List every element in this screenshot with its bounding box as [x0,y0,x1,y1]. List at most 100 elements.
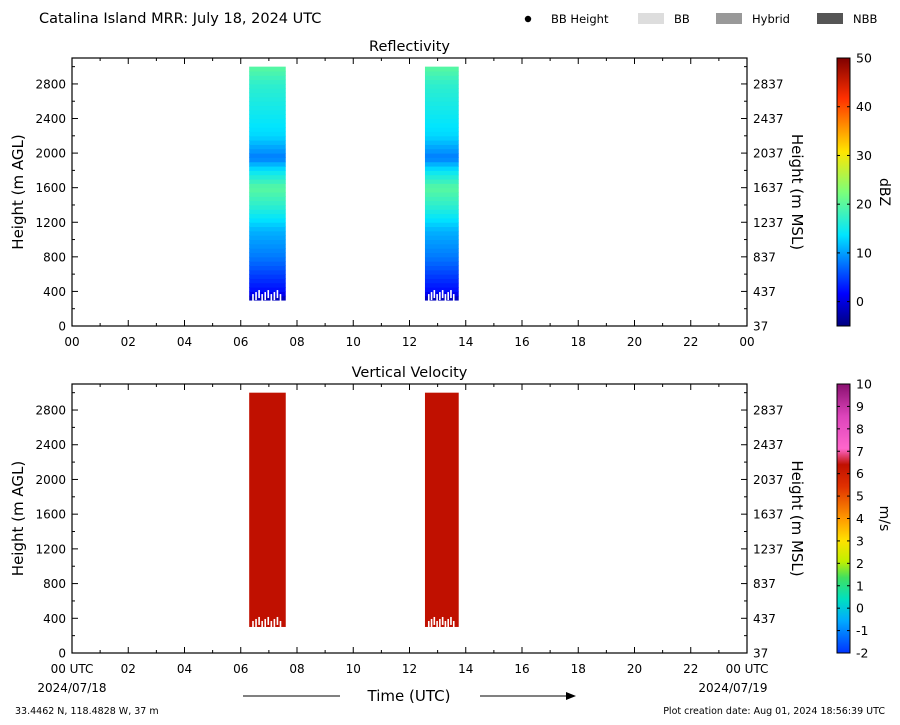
x-tick-label: 06 [233,335,248,349]
x-tick-label: 00 UTC [51,662,94,676]
reflectivity-cell [249,183,286,189]
y-tick-label: 400 [43,285,66,299]
x-tick-label: 10 [346,335,361,349]
reflectivity-cell [249,157,286,163]
y-tick-label-right: 1237 [753,216,784,230]
reflectivity-cell [424,213,459,219]
reflectivity-cell [424,248,459,254]
reflectivity-cell [249,265,286,271]
reflectivity-cell [249,166,286,171]
band-gap [430,618,433,627]
reflectivity-cell [249,114,286,120]
y-tick-label-right: 2037 [753,473,784,487]
panel-title: Vertical Velocity [352,365,468,381]
x-tick-label: 06 [233,662,248,676]
reflectivity-cell [249,243,286,249]
y-tick-label-right: 2437 [753,438,784,452]
reflectivity-cell [424,66,459,72]
time-arrow-head [566,692,576,700]
colorbar-tick-label: 10 [856,245,872,260]
band-gap [436,620,438,629]
reflectivity-cell [249,88,286,94]
band-gap [430,292,433,301]
y-tick-label-right: 837 [753,577,776,591]
x-tick-label: 22 [683,662,698,676]
reflectivity-cell [424,187,459,193]
plot-frame [71,383,748,654]
creation-date-label: Plot creation date: Aug 01, 2024 18:56:3… [663,706,885,717]
reflectivity-cell [249,222,286,228]
reflectivity-cell [424,230,459,236]
reflectivity-cell [424,161,459,167]
reflectivity-cell [249,282,286,288]
reflectivity-cell [424,92,459,98]
reflectivity-cell [249,70,286,76]
band-gap [255,292,257,301]
data-bands [249,66,459,303]
data-bands [249,392,459,629]
reflectivity-cell [249,161,286,167]
reflectivity-cell [424,166,459,171]
band-gap [279,620,282,629]
colorbar-tick-label: 2 [856,556,864,571]
end-date-label: 2024/07/19 [698,681,767,695]
reflectivity-cell [249,174,286,180]
band-gap [261,294,263,303]
x-tick-label: 04 [177,662,192,676]
x-tick-label: 14 [458,662,473,676]
reflectivity-cell [249,274,286,279]
band-gap [433,616,436,625]
legend-label: BB Height [551,12,609,26]
band-gap [267,616,270,625]
band-gap [433,290,436,299]
reflectivity-cell [424,140,459,145]
reflectivity-cell [424,278,459,284]
reflectivity-cell [249,213,286,219]
x-tick-label: 16 [514,335,529,349]
reflectivity-cell [249,209,286,215]
reflectivity-cell [249,204,286,210]
y-tick-label-right: 2837 [753,77,784,91]
location-label: 33.4462 N, 118.4828 W, 37 m [15,706,159,717]
y-axis-label-right: Height (m MSL) [788,134,806,250]
colorbar-tick-label: -2 [856,646,868,661]
reflectivity-cell [424,135,459,141]
header-legend: BB Height BB Hybrid NBB [524,12,877,26]
reflectivity-cell [424,114,459,120]
reflectivity-cell [249,96,286,102]
y-tick-label: 800 [43,250,66,264]
reflectivity-cell [249,200,286,206]
legend-swatch-bb [638,13,664,24]
colorbar-label: m/s [876,506,892,532]
reflectivity-cell [249,179,286,184]
band-gap [450,290,452,299]
x-tick-label: 04 [177,335,192,349]
reflectivity-cell [424,252,459,258]
band-gap [273,292,276,301]
colorbar [836,57,851,327]
reflectivity-cell [424,118,459,124]
y-tick-label-right: 2837 [753,404,784,418]
x-tick-label: 08 [289,335,304,349]
y-tick-label-right: 437 [753,612,776,626]
y-tick-label: 2400 [35,438,66,452]
reflectivity-cell [424,127,459,132]
y-tick-label: 1600 [35,181,66,195]
reflectivity-cell [249,192,286,197]
y-tick-label: 2400 [35,112,66,126]
x-tick-label: 18 [571,335,586,349]
band-gap [279,294,282,303]
reflectivity-cell [424,282,459,288]
x-tick-label: 02 [121,335,136,349]
x-axis-label: Time (UTC) [367,687,451,705]
band-gap [258,290,260,299]
reflectivity-cell [424,265,459,271]
reflectivity-cell [424,70,459,76]
reflectivity-cell [424,226,459,232]
band-gap [441,616,444,625]
reflectivity-cell [249,187,286,193]
reflectivity-cell [249,295,286,301]
x-tick-label: 20 [627,662,642,676]
reflectivity-cell [249,75,286,81]
